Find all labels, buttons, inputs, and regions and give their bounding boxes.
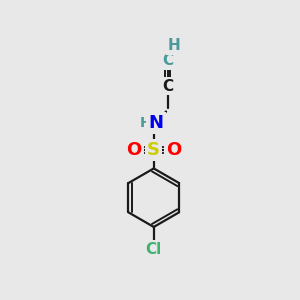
Text: N: N bbox=[148, 114, 164, 132]
Text: C: C bbox=[162, 79, 173, 94]
Text: H: H bbox=[140, 116, 151, 130]
Text: S: S bbox=[147, 141, 160, 159]
Text: O: O bbox=[126, 141, 141, 159]
Text: O: O bbox=[166, 141, 182, 159]
Text: H: H bbox=[167, 38, 180, 53]
Text: C: C bbox=[162, 53, 173, 68]
Text: Cl: Cl bbox=[146, 242, 162, 257]
